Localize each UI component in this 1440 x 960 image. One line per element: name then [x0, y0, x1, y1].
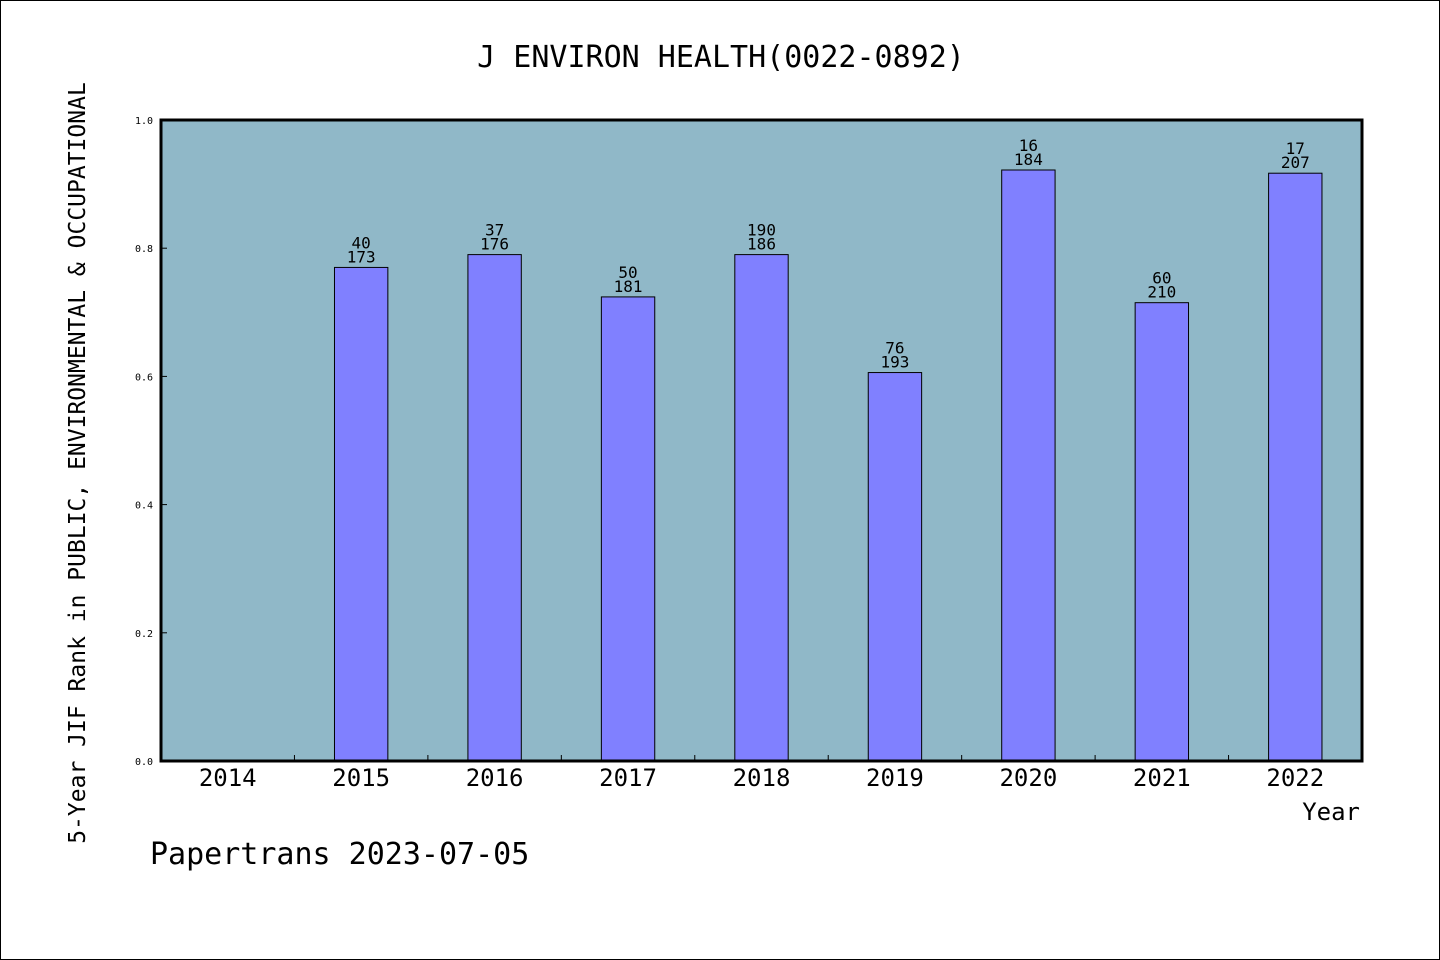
- x-axis-label: Year: [1302, 798, 1360, 826]
- data-label-total: 176: [480, 235, 509, 254]
- x-tick-label: 2014: [199, 764, 257, 792]
- y-tick-label: 0.4: [135, 501, 153, 512]
- footer-text: Papertrans 2023-07-05: [150, 837, 529, 872]
- x-tick-label: 2017: [599, 764, 657, 792]
- bar-2019: [867, 372, 923, 762]
- x-tick-label: 2015: [332, 764, 390, 792]
- y-tick-label: 0.6: [135, 372, 153, 383]
- data-label-rank: 37: [485, 221, 504, 240]
- data-label-rank: 17: [1286, 139, 1305, 158]
- bar-series: [333, 169, 1323, 762]
- data-label-total: 210: [1147, 283, 1176, 302]
- x-tick-label: 2018: [733, 764, 791, 792]
- y-tick-label: 1.0: [135, 116, 153, 127]
- x-tick-label: 2016: [466, 764, 524, 792]
- y-tick-label: 0.2: [135, 629, 153, 640]
- bar-2016: [467, 254, 522, 762]
- data-label-rank: 190: [747, 221, 776, 240]
- y-tick-label: 0.0: [135, 757, 153, 768]
- data-label-rank: 40: [352, 233, 371, 252]
- data-label-total: 207: [1281, 153, 1310, 172]
- x-tick-label: 2021: [1133, 764, 1191, 792]
- data-label-total: 181: [614, 277, 643, 296]
- chart-title: J ENVIRON HEALTH(0022-0892): [477, 40, 965, 75]
- bar-2021: [1134, 302, 1190, 762]
- data-label-rank: 60: [1152, 269, 1171, 288]
- x-axis: 2014 2015 2016 2017 2018 2019 2020 2021 2022: [199, 755, 1324, 792]
- data-label-total: 184: [1014, 150, 1043, 169]
- bar-2015: [333, 266, 389, 762]
- x-tick-label: 2022: [1266, 764, 1324, 792]
- x-tick-label: 2020: [999, 764, 1057, 792]
- data-label-total: 193: [880, 353, 909, 372]
- data-label-rank: 50: [618, 263, 637, 282]
- bar-2018: [734, 254, 789, 762]
- bar-2017: [600, 296, 656, 762]
- plot-border: [159, 118, 1364, 763]
- data-label-rank: 16: [1019, 136, 1038, 155]
- data-label-total: 173: [347, 247, 376, 266]
- bar-2020: [1001, 169, 1056, 762]
- x-tick-label: 2019: [866, 764, 924, 792]
- y-axis-label: 5-Year JIF Rank in PUBLIC, ENVIRONMENTAL…: [65, 82, 91, 844]
- data-label-total: 186: [747, 235, 776, 254]
- bar-2022: [1268, 172, 1323, 762]
- y-tick-label: 0.8: [135, 244, 153, 255]
- data-label-rank: 76: [885, 339, 904, 358]
